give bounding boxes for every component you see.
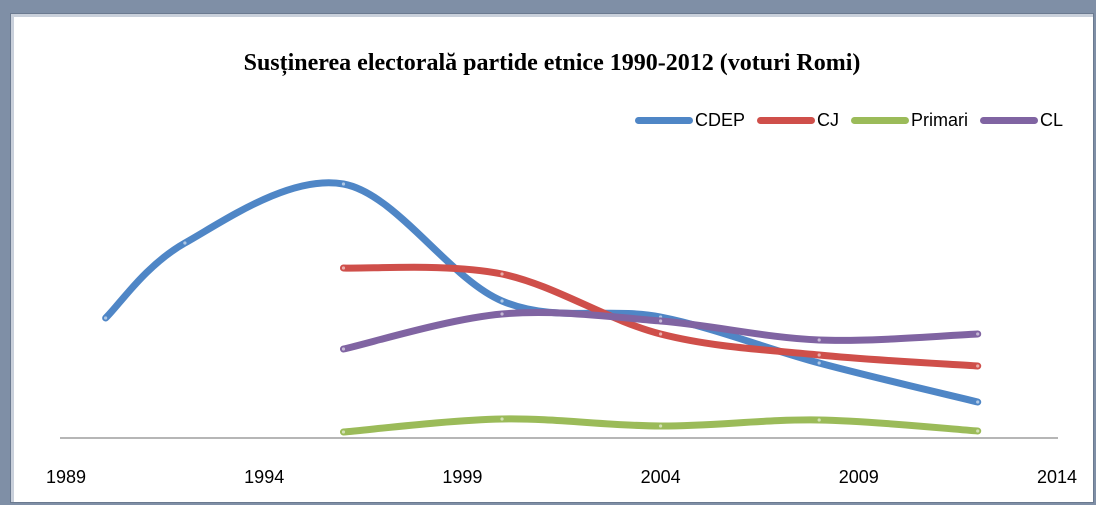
chart-legend: CDEP CJ Primari CL	[634, 110, 1063, 131]
data-point-cj	[817, 353, 821, 357]
data-point-cdep	[183, 241, 187, 245]
data-point-cdep	[104, 316, 108, 320]
data-point-cl	[500, 312, 504, 316]
data-point-cj	[659, 332, 663, 336]
legend-swatch-cdep	[634, 117, 693, 124]
legend-label-primari: Primari	[910, 110, 968, 130]
legend-swatch-cj	[756, 117, 815, 124]
x-tick-label: 2009	[839, 467, 879, 487]
data-point-cj	[500, 272, 504, 276]
data-point-cdep	[817, 361, 821, 365]
legend-item-cj: CJ	[756, 110, 839, 131]
data-point-cj	[976, 364, 980, 368]
data-point-cl	[659, 319, 663, 323]
legend-swatch-primari	[850, 117, 909, 124]
data-point-cdep	[341, 182, 346, 186]
data-point-cl	[817, 338, 821, 342]
chart-title: Susținerea electorală partide etnice 199…	[243, 50, 861, 76]
data-point-primari	[659, 424, 663, 428]
data-point-primari	[976, 429, 980, 433]
legend-item-cdep: CDEP	[634, 110, 745, 131]
legend-label-cdep: CDEP	[694, 110, 745, 130]
legend-label-cl: CL	[1039, 110, 1063, 130]
x-tick-label: 2014	[1037, 467, 1077, 487]
data-point-cdep	[976, 400, 980, 404]
series-line-cdep	[102, 179, 982, 406]
data-point-cl	[341, 347, 346, 351]
legend-item-primari: Primari	[850, 110, 968, 131]
data-point-cl	[976, 332, 980, 336]
data-point-cj	[341, 266, 346, 270]
legend-swatch-cl	[979, 117, 1038, 124]
data-point-primari	[341, 430, 346, 434]
legend-item-cl: CL	[979, 110, 1063, 131]
data-point-primari	[500, 417, 504, 421]
data-point-cdep	[500, 299, 504, 303]
data-point-primari	[817, 418, 821, 422]
x-tick-label: 1994	[244, 467, 284, 487]
x-tick-label: 2004	[641, 467, 681, 487]
x-tick-label: 1989	[46, 467, 86, 487]
x-tick-label: 1999	[442, 467, 482, 487]
legend-label-cj: CJ	[816, 110, 839, 130]
